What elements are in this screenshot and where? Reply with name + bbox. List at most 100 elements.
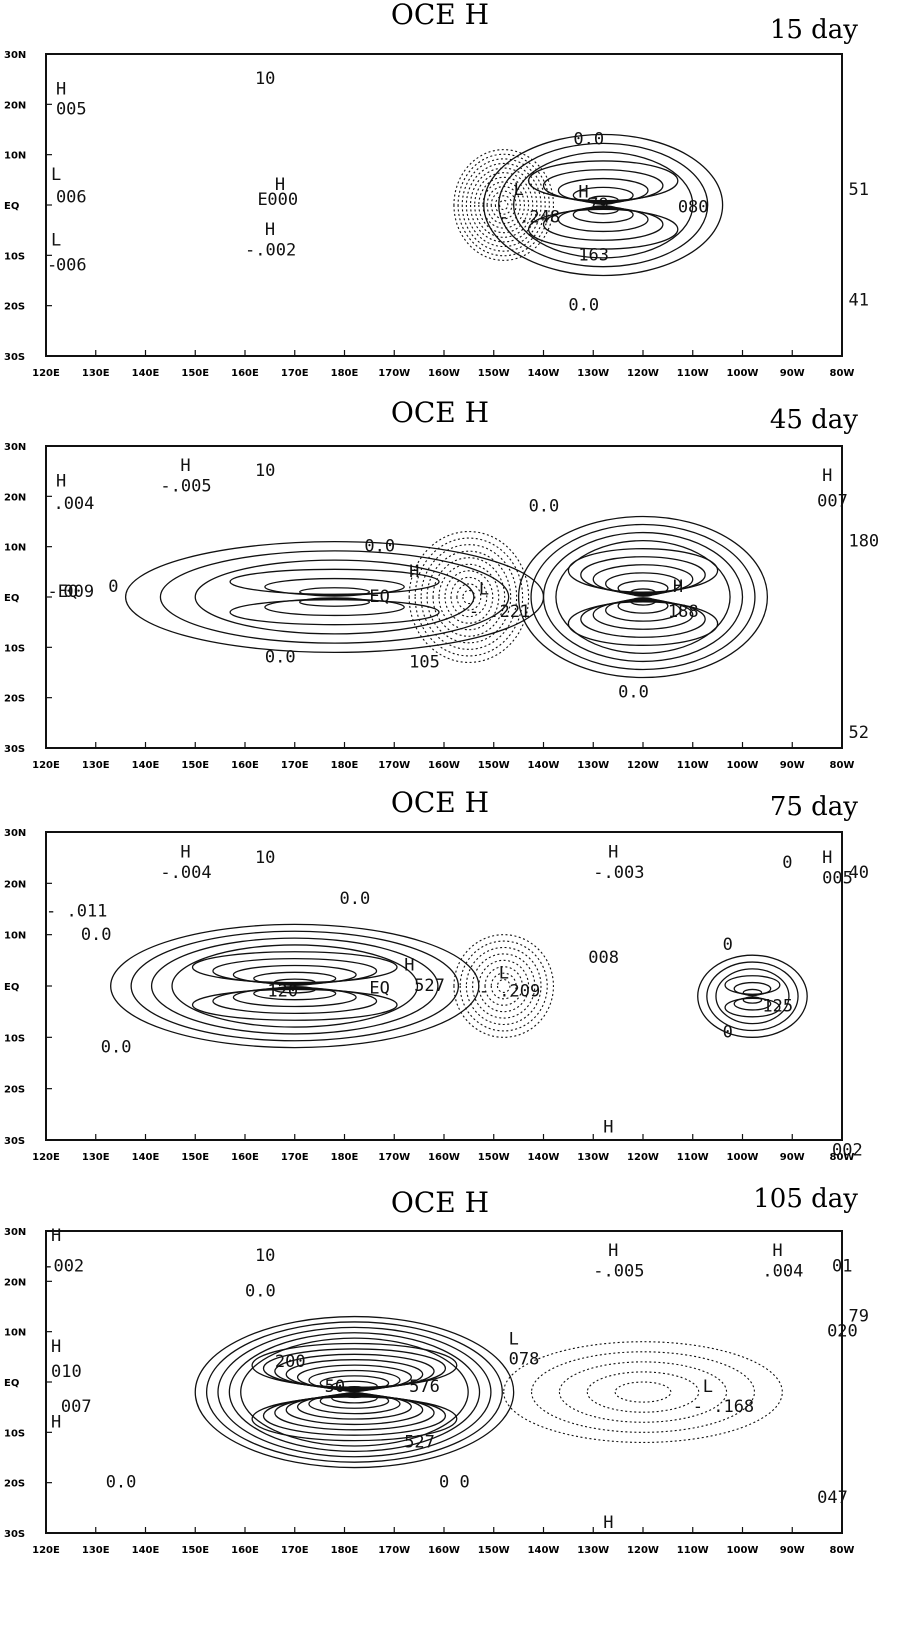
contour-annotation: H bbox=[180, 456, 190, 476]
contour-annotation: 0 bbox=[108, 577, 118, 597]
lat-tick-label: 20N bbox=[4, 879, 26, 890]
contour-annotation: 006 bbox=[56, 255, 87, 275]
negative-contour-line bbox=[453, 934, 555, 1038]
positive-contour-line bbox=[629, 588, 657, 606]
contour-annotation: H bbox=[51, 1337, 61, 1357]
negative-contour-line bbox=[472, 953, 536, 1019]
lon-tick-label: 170E bbox=[281, 1545, 309, 1556]
contour-annotation: H bbox=[578, 182, 588, 202]
contour-annotation: - bbox=[44, 1256, 54, 1276]
lon-tick-label: 170W bbox=[378, 1152, 410, 1163]
lon-tick-label: 90W bbox=[780, 1152, 805, 1163]
positive-contour-line bbox=[517, 515, 769, 679]
contour-annotation: 0.0 bbox=[364, 537, 395, 557]
lon-tick-label: 130E bbox=[82, 368, 110, 379]
lat-tick-label: 20S bbox=[4, 1479, 25, 1490]
lat-tick-label: 10N bbox=[4, 931, 26, 942]
negative-contour-line bbox=[450, 576, 488, 618]
lon-tick-label: 120W bbox=[627, 760, 659, 771]
negative-contour-line bbox=[474, 172, 534, 238]
contour-annotation: - bbox=[47, 255, 57, 275]
contour-annotation: H bbox=[772, 1241, 782, 1261]
lon-tick-label: 150W bbox=[478, 1545, 510, 1556]
positive-contour-line bbox=[587, 195, 619, 215]
map-panel-2: OCE H 45 day 30N 20N 10N EQ 10S 20S 30S 120E 130E 1… bbox=[4, 396, 879, 771]
negative-contour-line bbox=[486, 185, 521, 225]
lon-tick-label: 100W bbox=[727, 1545, 759, 1556]
positive-contour-line bbox=[542, 531, 744, 663]
contour-annotation: H bbox=[409, 562, 419, 582]
negative-contour-line bbox=[432, 557, 506, 637]
lat-tick-label: 10S bbox=[4, 1033, 25, 1044]
contour-annotation: 0.0 bbox=[529, 496, 560, 516]
lon-tick-label: 170E bbox=[281, 1152, 309, 1163]
negative-contour-line bbox=[438, 563, 500, 631]
lon-tick-label: 110W bbox=[677, 1545, 709, 1556]
lon-tick-label: 110W bbox=[677, 368, 709, 379]
panel-day-label: 15 day bbox=[770, 15, 858, 45]
lat-tick-label: 30S bbox=[4, 744, 25, 755]
lon-tick-label: 130E bbox=[82, 1545, 110, 1556]
positive-contour-line bbox=[567, 548, 719, 646]
negative-contour-line bbox=[408, 531, 530, 663]
contour-annotation: 002 bbox=[53, 1256, 84, 1276]
lon-tick-label: 160E bbox=[231, 368, 259, 379]
contour-annotation: 007 bbox=[61, 1397, 92, 1417]
contour-annotation: 163 bbox=[578, 245, 609, 265]
contour-annotation: 0.0 bbox=[618, 683, 649, 703]
contour-annotation: 0 0 bbox=[439, 1473, 470, 1493]
panel-day-label: 75 day bbox=[770, 792, 858, 822]
contour-annotation: 008 bbox=[588, 948, 619, 968]
contour-annotation: -.003 bbox=[593, 863, 644, 883]
lat-tick-label: EQ bbox=[4, 1378, 19, 1389]
lon-tick-label: 90W bbox=[780, 760, 805, 771]
contour-annotation: 576 bbox=[409, 1377, 440, 1397]
positive-contour-line bbox=[229, 568, 440, 626]
lat-tick-label: 30N bbox=[4, 1227, 26, 1238]
negative-contour-line bbox=[420, 544, 518, 650]
lon-tick-label: 170E bbox=[281, 368, 309, 379]
panel-title: OCE H bbox=[391, 786, 489, 819]
positive-contour-line bbox=[273, 978, 316, 994]
contour-annotation: 005 bbox=[56, 99, 87, 119]
lon-tick-label: 120W bbox=[627, 1545, 659, 1556]
contour-annotation: 51 bbox=[848, 180, 868, 200]
lon-tick-label: 170E bbox=[281, 760, 309, 771]
lat-tick-label: 20S bbox=[4, 1085, 25, 1096]
lon-tick-label: 150E bbox=[181, 1545, 209, 1556]
lon-tick-label: 120W bbox=[627, 368, 659, 379]
lon-tick-label: 150E bbox=[181, 760, 209, 771]
positive-contour-line bbox=[217, 1326, 492, 1458]
panel-title: OCE H bbox=[391, 0, 489, 31]
contour-annotation: H bbox=[56, 471, 66, 491]
positive-contour-line bbox=[483, 133, 724, 277]
contour-annotation: 120 bbox=[267, 981, 298, 1001]
contour-annotation: L bbox=[703, 1377, 713, 1397]
contour-annotation: EQ bbox=[369, 979, 389, 999]
contour-annotation: 41 bbox=[848, 291, 868, 311]
negative-contour-line bbox=[465, 946, 542, 1026]
lon-tick-label: 140E bbox=[132, 1152, 160, 1163]
contour-annotation: L bbox=[509, 1329, 519, 1349]
lon-tick-label: 160E bbox=[231, 760, 259, 771]
contour-field bbox=[110, 923, 808, 1049]
positive-contour-line bbox=[253, 971, 337, 1001]
contour-annotation: 0.0 bbox=[568, 296, 599, 316]
positive-contour-line bbox=[150, 937, 439, 1035]
contour-annotation: 125 bbox=[762, 997, 793, 1017]
contour-annotation: H bbox=[275, 175, 285, 195]
negative-contour-line bbox=[414, 537, 524, 657]
positive-contour-line bbox=[264, 577, 405, 617]
lon-tick-label: 170W bbox=[378, 368, 410, 379]
lon-tick-label: 100W bbox=[727, 760, 759, 771]
contour-annotation: 005 bbox=[822, 868, 853, 888]
contour-annotation: 0.0 bbox=[340, 889, 371, 909]
contour-annotation: 047 bbox=[817, 1488, 848, 1508]
contour-annotation: - .011 bbox=[46, 902, 107, 922]
contour-annotation: 79 bbox=[588, 195, 608, 215]
contour-annotation: 79 bbox=[848, 1307, 868, 1327]
lon-tick-label: 150W bbox=[478, 1152, 510, 1163]
lon-tick-label: 130W bbox=[577, 760, 609, 771]
contour-annotation: 009 bbox=[63, 582, 94, 602]
positive-contour-line bbox=[512, 151, 694, 259]
